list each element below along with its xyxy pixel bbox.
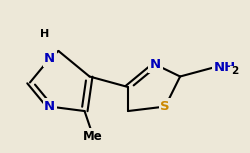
Text: 2: 2: [230, 66, 237, 76]
Text: N: N: [149, 58, 160, 71]
Text: NH: NH: [213, 61, 235, 74]
Text: N: N: [44, 100, 55, 113]
Text: H: H: [40, 29, 49, 39]
Text: N: N: [44, 52, 55, 65]
Text: S: S: [160, 100, 169, 113]
Text: Me: Me: [83, 130, 103, 143]
